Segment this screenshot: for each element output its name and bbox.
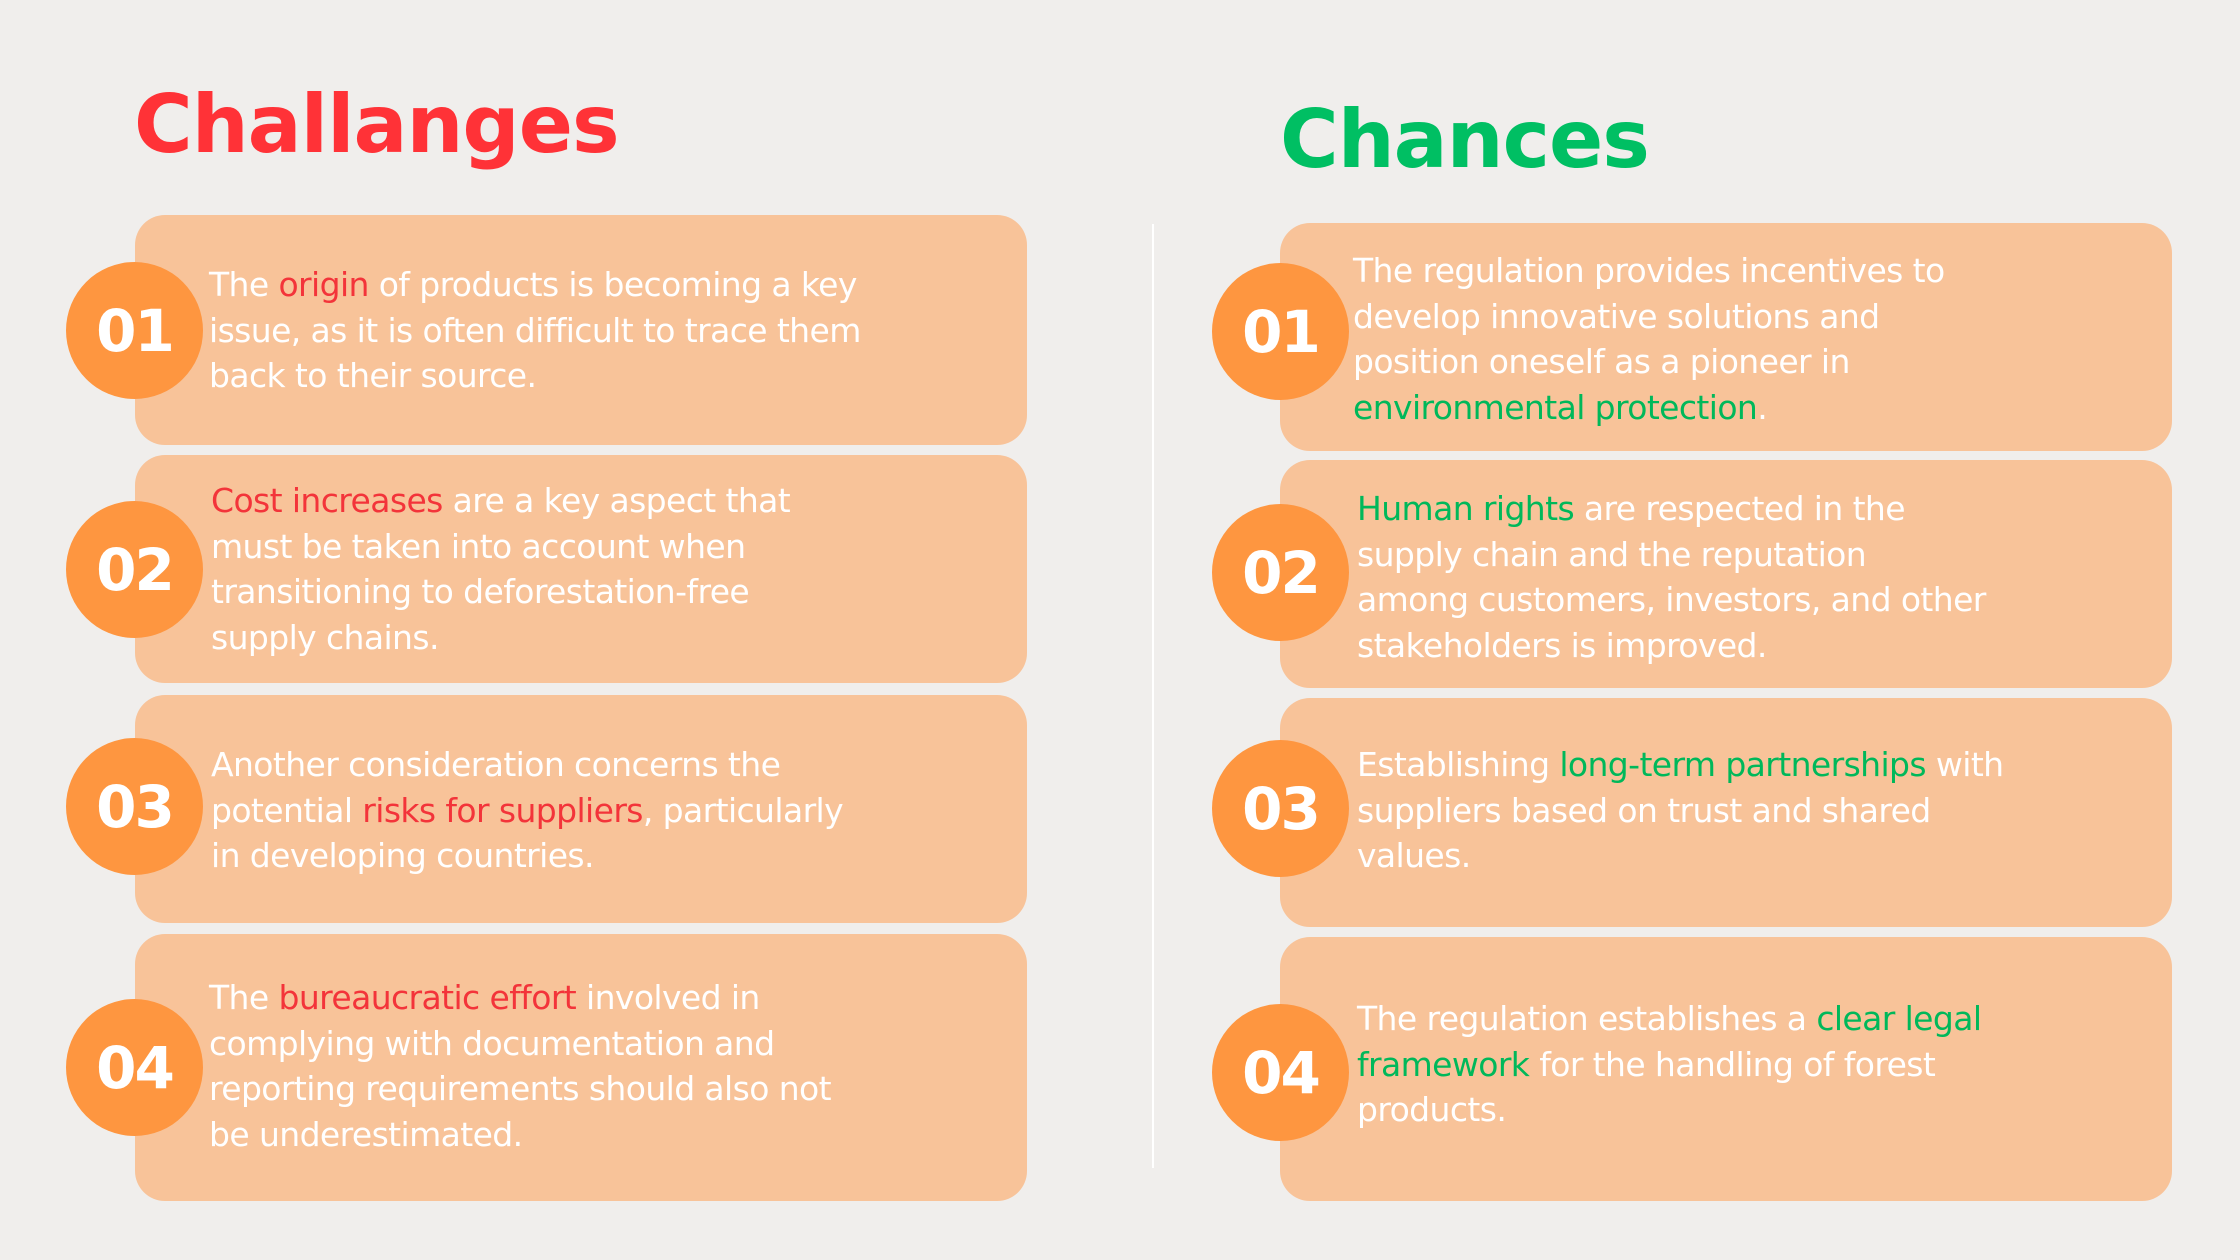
text-segment: among customers, investors, and other (1357, 580, 1986, 619)
text-line: suppliers based on trust and shared (1357, 788, 2004, 834)
text-segment: must be taken into account when (211, 526, 746, 566)
chance-card-2 (1280, 460, 2172, 688)
text-line: Establishing long-term partnerships with (1357, 742, 2004, 788)
text-line: The origin of products is becoming a key (209, 262, 861, 308)
text-line: Another consideration concerns the (211, 742, 843, 788)
text-line: be underestimated. (209, 1112, 831, 1158)
text-line: environmental protection. (1353, 385, 1945, 431)
text-segment: position oneself as a pioneer in (1353, 342, 1850, 381)
text-segment: The (209, 265, 279, 304)
chances-title: Chances (1280, 93, 1650, 186)
text-line: position oneself as a pioneer in (1353, 339, 1945, 385)
text-line: issue, as it is often difficult to trace… (209, 308, 861, 354)
chance-text-2: Human rights are respected in the supply … (1357, 486, 1986, 668)
text-segment: supply chain and the reputation (1357, 534, 1867, 574)
text-segment: Another consideration concerns the (211, 745, 781, 784)
text-segment: issue, as it is often difficult to trace… (209, 310, 861, 350)
chance-text-3: Establishing long-term partnerships with… (1357, 742, 2004, 879)
text-segment: are respected in the (1574, 489, 1906, 528)
text-line: Cost increases are a key aspect that (211, 478, 791, 524)
text-segment: for the handling of forest (1529, 1044, 1936, 1084)
text-segment: are a key aspect that (442, 481, 791, 520)
text-segment: products. (1357, 1090, 1507, 1129)
text-line: The regulation establishes a clear legal (1357, 996, 1982, 1042)
chance-number-badge-2: 02 (1212, 504, 1349, 641)
text-line: The bureaucratic effort involved in (209, 975, 831, 1021)
challenge-text-4: The bureaucratic effort involved in compl… (209, 975, 832, 1158)
text-line: complying with documentation and (209, 1021, 831, 1067)
text-segment: Establishing (1357, 745, 1560, 784)
text-segment: develop innovative solutions and (1353, 296, 1880, 336)
text-segment: stakeholders is improved. (1357, 625, 1767, 665)
text-segment: involved in (576, 978, 760, 1017)
text-segment: potential (211, 790, 363, 830)
challenge-number-badge-2: 02 (66, 501, 203, 638)
text-line: in developing countries. (211, 833, 843, 879)
challenge-text-2: Cost increases are a key aspect that must… (211, 478, 791, 661)
highlighted-keyword: bureaucratic effort (278, 978, 577, 1017)
text-segment: The (209, 978, 279, 1017)
chance-text-1: The regulation provides incentives to dev… (1353, 248, 1945, 430)
text-segment: be underestimated. (209, 1114, 523, 1154)
challenge-card-3 (135, 695, 1027, 923)
text-line: transitioning to deforestation-free (211, 569, 790, 615)
text-segment: The regulation establishes a (1357, 999, 1817, 1038)
chance-number-badge-1: 01 (1212, 263, 1349, 400)
challenges-title: Challanges (134, 78, 620, 171)
text-segment: supply chains. (211, 617, 439, 657)
text-line: framework for the handling of forest (1357, 1042, 1981, 1088)
text-line: supply chain and the reputation (1357, 532, 1986, 578)
text-segment: back to their source. (209, 356, 537, 395)
text-line: supply chains. (211, 615, 790, 661)
text-line: The regulation provides incentives to (1353, 248, 1945, 294)
challenge-number-badge-4: 04 (66, 999, 203, 1136)
text-line: back to their source. (209, 353, 861, 399)
text-segment: reporting requirements should also not (209, 1069, 832, 1108)
text-line: develop innovative solutions and (1353, 294, 1945, 340)
challenge-card-4 (135, 934, 1027, 1201)
highlighted-keyword: environmental protection (1353, 387, 1758, 427)
text-line: products. (1357, 1087, 1981, 1133)
text-segment: The regulation provides incentives to (1353, 251, 1945, 290)
challenge-card-2 (135, 455, 1027, 683)
text-line: must be taken into account when (211, 524, 790, 570)
text-segment: values. (1357, 836, 1471, 875)
text-line: stakeholders is improved. (1357, 623, 1986, 669)
chance-card-3 (1280, 698, 2172, 927)
challenge-number-badge-1: 01 (66, 262, 203, 399)
text-segment: suppliers based on trust and shared (1357, 790, 1931, 830)
challenge-text-3: Another consideration concerns the potent… (211, 742, 844, 879)
highlighted-keyword: long-term partnerships (1559, 745, 1926, 784)
chance-text-4: The regulation establishes a clear legal… (1357, 996, 1982, 1133)
text-line: values. (1357, 833, 2004, 879)
chance-number-badge-3: 03 (1212, 740, 1349, 877)
highlighted-keyword: framework (1357, 1044, 1530, 1084)
column-divider (1152, 224, 1154, 1168)
highlighted-keyword: Cost increases (211, 481, 443, 520)
highlighted-keyword: origin (278, 265, 369, 304)
text-segment: in developing countries. (211, 836, 595, 875)
text-line: among customers, investors, and other (1357, 577, 1986, 623)
text-segment: transitioning to deforestation-free (211, 572, 750, 611)
text-line: reporting requirements should also not (209, 1066, 832, 1112)
chance-card-1 (1280, 223, 2172, 451)
chance-card-4 (1280, 937, 2172, 1201)
highlighted-keyword: risks for suppliers (362, 790, 643, 830)
highlighted-keyword: Human rights (1357, 489, 1575, 528)
text-segment: , particularly (642, 790, 844, 830)
challenge-card-1 (135, 215, 1027, 445)
challenge-number-badge-3: 03 (66, 738, 203, 875)
text-segment: with (1926, 745, 2004, 784)
chance-number-badge-4: 04 (1212, 1004, 1349, 1141)
text-segment: complying with documentation and (209, 1023, 775, 1063)
highlighted-keyword: clear legal (1816, 999, 1982, 1038)
text-segment: of products is becoming a key (368, 265, 858, 304)
text-segment: . (1757, 387, 1768, 427)
text-line: potential risks for suppliers, particula… (211, 788, 844, 834)
text-line: Human rights are respected in the (1357, 486, 1986, 532)
challenge-text-1: The origin of products is becoming a key… (209, 262, 861, 399)
